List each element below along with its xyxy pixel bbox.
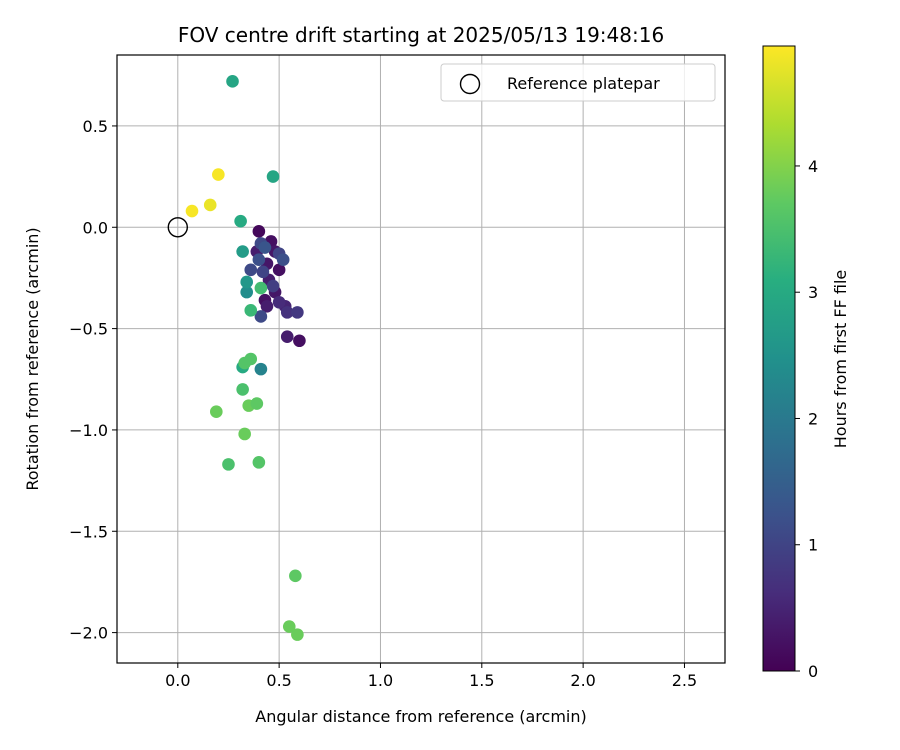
legend: Reference platepar	[440, 63, 716, 102]
x-axis-label: Angular distance from reference (arcmin)	[255, 707, 586, 726]
x-tick-label: 2.0	[570, 671, 595, 690]
y-axis-label: Rotation from reference (arcmin)	[23, 227, 42, 490]
colorbar-label: Hours from first FF file	[831, 270, 850, 449]
data-point	[244, 263, 258, 277]
data-point	[240, 275, 254, 289]
data-point	[266, 170, 280, 183]
y-tick-label: 0.0	[83, 218, 108, 237]
y-tick-label: −1.5	[69, 522, 108, 541]
data-point	[252, 225, 266, 238]
data-point	[252, 253, 266, 266]
data-point	[260, 300, 274, 313]
data-point	[276, 253, 290, 266]
data-point	[293, 334, 306, 348]
colorbar-tick-label: 3	[808, 283, 818, 302]
data-point	[234, 214, 247, 228]
data-point	[256, 265, 270, 279]
colorbar-tick-label: 4	[808, 157, 818, 176]
x-tick-label: 1.0	[368, 671, 393, 690]
y-axis-ticks: 0.5 0.0 −0.5 −1.0 −1.5 −2.0	[69, 117, 117, 643]
legend-open-circle-icon	[459, 73, 481, 95]
data-point	[254, 310, 268, 323]
data-point	[258, 241, 272, 254]
x-tick-label: 0.5	[266, 671, 291, 690]
data-point	[236, 245, 249, 258]
data-point	[226, 75, 239, 88]
chart-title: FOV centre drift starting at 2025/05/13 …	[178, 23, 664, 47]
x-tick-label: 2.5	[672, 671, 697, 690]
data-point	[266, 279, 280, 293]
data-point	[238, 427, 251, 441]
colorbar-tick-label: 1	[808, 536, 818, 555]
y-tick-label: −0.5	[69, 320, 108, 339]
colorbar-ticks: 0 1 2 3 4	[795, 157, 818, 681]
reference-platepar-marker	[167, 217, 189, 238]
data-point	[272, 295, 286, 309]
x-tick-label: 0.0	[165, 671, 190, 690]
x-axis-ticks: 0.0 0.5 1.0 1.5 2.0 2.5	[165, 663, 697, 690]
data-point	[203, 198, 217, 212]
plot-area-frame	[116, 54, 726, 664]
data-point	[212, 168, 225, 181]
data-point	[222, 458, 235, 471]
data-point	[244, 304, 258, 317]
data-point	[210, 405, 223, 418]
y-tick-label: −2.0	[69, 624, 108, 643]
data-point	[252, 456, 266, 469]
grid-lines	[117, 55, 725, 663]
legend-entry-reference-platepar: Reference platepar	[507, 74, 660, 93]
data-points	[185, 75, 306, 641]
legend-box	[440, 63, 716, 102]
data-point	[185, 204, 199, 218]
data-point	[291, 628, 304, 641]
colorbar-tick-label: 2	[808, 409, 818, 428]
y-tick-label: −1.0	[69, 421, 108, 440]
data-point	[250, 397, 264, 410]
colorbar: 0 1 2 3 4 Hours from first FF file	[762, 45, 850, 681]
y-tick-label: 0.5	[83, 117, 108, 136]
data-point	[254, 281, 268, 295]
colorbar-gradient	[762, 45, 796, 672]
data-point	[240, 285, 254, 299]
data-point	[289, 569, 302, 583]
data-point	[291, 306, 304, 319]
data-point	[272, 263, 286, 277]
x-tick-label: 1.5	[469, 671, 494, 690]
data-point	[244, 352, 258, 366]
colorbar-tick-label: 0	[808, 662, 818, 681]
data-point	[254, 362, 268, 376]
data-point	[236, 383, 249, 396]
data-point	[280, 330, 294, 344]
data-point	[280, 306, 294, 319]
data-point	[282, 620, 296, 633]
